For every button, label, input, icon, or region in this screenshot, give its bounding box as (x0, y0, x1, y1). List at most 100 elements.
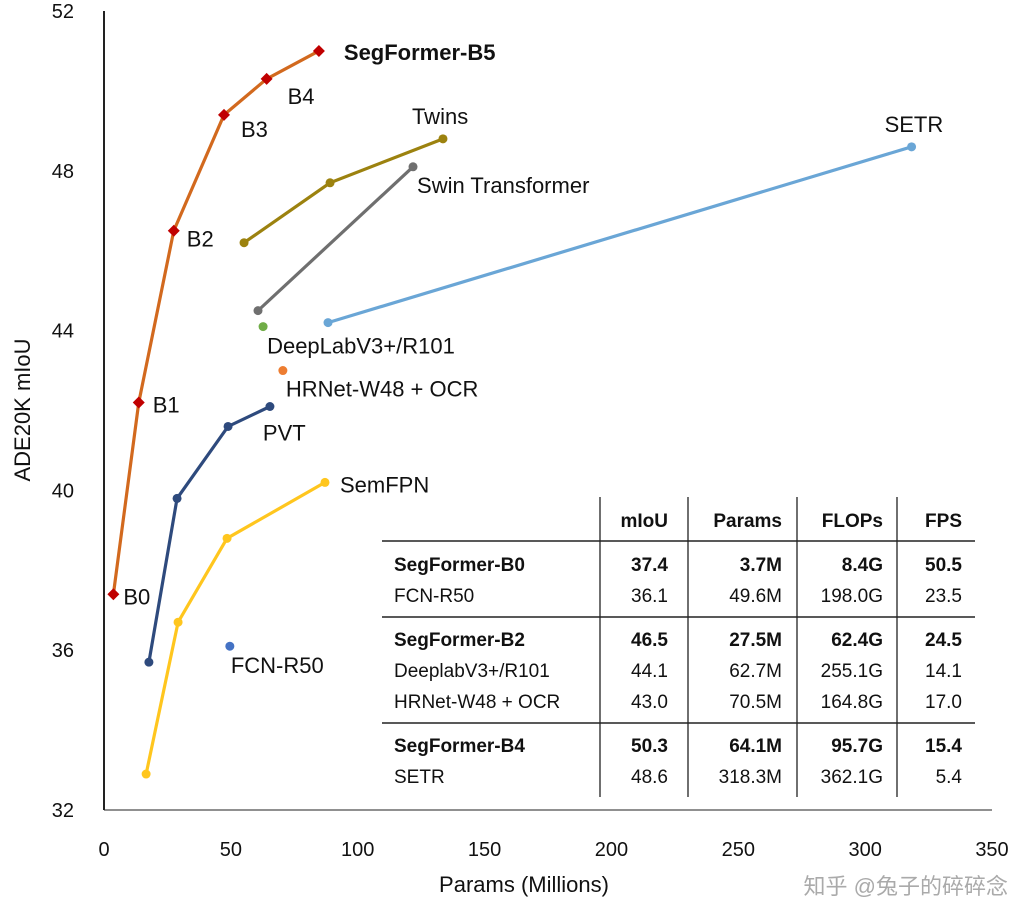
table-cell: 37.4 (631, 555, 668, 576)
table-cell: 49.6M (729, 586, 782, 607)
x-tick-label: 300 (848, 839, 881, 861)
table-cell: 17.0 (925, 692, 962, 713)
table-cell: 46.5 (631, 630, 668, 651)
table-cell: SegFormer-B2 (394, 630, 525, 651)
data-point-diamond (218, 108, 231, 121)
point-label: B1 (153, 393, 180, 418)
point-label: FCN-R50 (231, 653, 324, 678)
series-layer (107, 44, 917, 779)
data-point (225, 641, 235, 651)
table-cell: 362.1G (821, 767, 883, 788)
point-label: HRNet-W48 + OCR (286, 377, 479, 402)
y-tick-label: 48 (52, 161, 74, 183)
x-tick-label: 100 (341, 839, 374, 861)
series-swin-transformer (253, 162, 418, 316)
table-cell: 3.7M (740, 555, 782, 576)
data-point (323, 318, 333, 328)
table-cell: 198.0G (821, 586, 883, 607)
series-twins (239, 134, 448, 248)
data-point-diamond (132, 396, 145, 409)
data-point (438, 134, 448, 144)
table-cell: SETR (394, 767, 445, 788)
results-table: mIoU Params FLOPs FPS SegFormer-B0 37.4 3.7M 8.… (382, 497, 975, 797)
x-tick-label: 0 (98, 839, 109, 861)
table-cell: 164.8G (821, 692, 883, 713)
series-segformer (107, 44, 325, 601)
y-axis-label: ADE20K mIoU (10, 338, 35, 481)
series-pvt (144, 402, 275, 667)
series-hrnet-w48-ocr (278, 366, 288, 376)
data-point-diamond (312, 44, 325, 57)
series-deeplabv3-r101 (258, 322, 268, 332)
series-line-setr (327, 145, 913, 325)
table-cell: 48.6 (631, 767, 668, 788)
table-cell: 95.7G (831, 736, 883, 757)
y-tick-label: 32 (52, 800, 74, 822)
table-cell: 50.3 (631, 736, 668, 757)
table-cell: DeeplabV3+/R101 (394, 661, 550, 682)
data-point (223, 421, 233, 431)
table-cell: 255.1G (821, 661, 883, 682)
series-fcn-r50 (225, 641, 235, 651)
series-line-segformer (111, 49, 320, 595)
table-cell: SegFormer-B0 (394, 555, 525, 576)
table-cell: 62.7M (729, 661, 782, 682)
table-header: FLOPs (822, 511, 883, 532)
data-point (253, 306, 263, 316)
data-point (265, 402, 275, 412)
data-point (172, 493, 182, 503)
data-point-diamond (167, 224, 180, 237)
table-cell: 318.3M (719, 767, 782, 788)
table-cell: 43.0 (631, 692, 668, 713)
x-tick-label: 150 (468, 839, 501, 861)
table-header: Params (713, 511, 782, 532)
axes: 0 50 100 150 200 250 300 350 32 36 40 44 48 52 (52, 1, 1009, 861)
data-point (173, 617, 183, 627)
table-header: FPS (925, 511, 962, 532)
series-line-twins (243, 137, 444, 245)
watermark: 知乎 @兔子的碎碎念 (804, 874, 1008, 899)
series-line-semfpn (144, 481, 326, 775)
table-cell: SegFormer-B4 (394, 736, 525, 757)
series-line-swin-transformer (256, 165, 415, 312)
table-cell: 27.5M (729, 630, 782, 651)
data-point (144, 657, 154, 667)
point-label: SegFormer-B5 (344, 40, 496, 65)
point-label: B2 (187, 227, 214, 252)
x-tick-label: 200 (595, 839, 628, 861)
x-tick-label: 50 (220, 839, 242, 861)
table-cell: 15.4 (925, 736, 962, 757)
point-labels: B0 B1 B2 B3 B4 SegFormer-B5 Twins Swin Transfor… (123, 40, 943, 678)
table-cell: 70.5M (729, 692, 782, 713)
data-point (239, 238, 249, 248)
table-cell: HRNet-W48 + OCR (394, 692, 560, 713)
point-label: SemFPN (340, 472, 429, 497)
data-point (278, 366, 288, 376)
table-cell: 62.4G (831, 630, 883, 651)
table-cell: 36.1 (631, 586, 668, 607)
data-point (141, 769, 151, 779)
data-point (907, 142, 917, 152)
y-tick-label: 36 (52, 640, 74, 662)
series-semfpn (141, 477, 330, 779)
series-setr (323, 142, 917, 328)
y-tick-label: 44 (52, 321, 74, 343)
table-cell: 64.1M (729, 736, 782, 757)
table-cell: 24.5 (925, 630, 962, 651)
point-label: B3 (241, 117, 268, 142)
data-point (325, 178, 335, 188)
data-point-diamond (107, 588, 120, 601)
table-cell: 8.4G (842, 555, 883, 576)
data-point (222, 533, 232, 543)
table-cell: FCN-R50 (394, 586, 474, 607)
point-label: B4 (288, 84, 315, 109)
x-axis-label: Params (Millions) (439, 872, 609, 897)
table-cell: 5.4 (936, 767, 963, 788)
point-label: PVT (263, 421, 306, 446)
table-cell: 23.5 (925, 586, 962, 607)
point-label: Twins (412, 104, 468, 129)
y-tick-label: 40 (52, 480, 74, 502)
point-label: SETR (885, 112, 944, 137)
table-cell: 50.5 (925, 555, 962, 576)
